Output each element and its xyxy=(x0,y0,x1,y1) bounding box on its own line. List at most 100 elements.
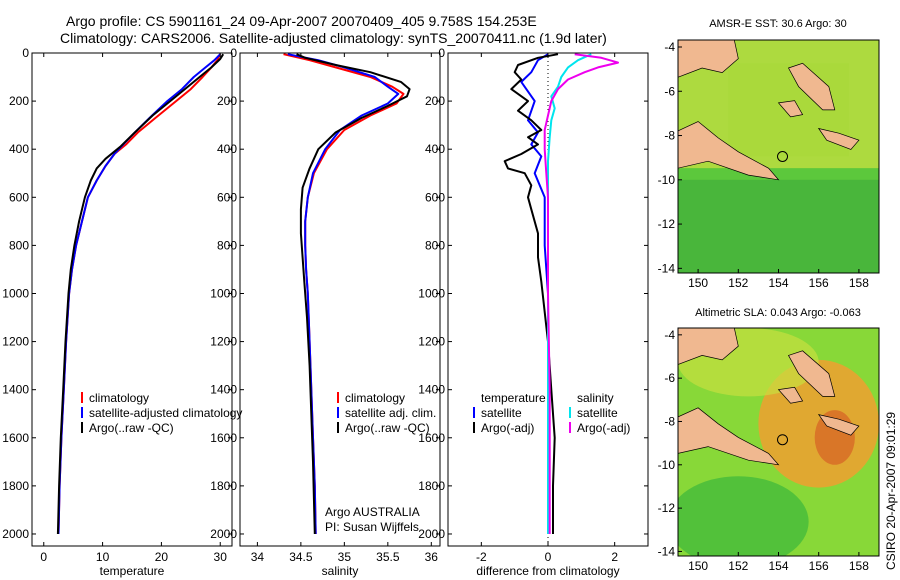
argo-float-marker xyxy=(777,151,789,162)
y-tick-label: 1000 xyxy=(418,286,445,300)
y-tick-label: 1400 xyxy=(418,383,445,397)
legend-entry: satellite xyxy=(577,406,618,420)
x-tick-label: 20 xyxy=(155,550,169,564)
y-tick-label: 0 xyxy=(438,46,445,60)
map-y-tick-label: -12 xyxy=(658,217,676,231)
y-tick-label: 600 xyxy=(217,190,237,204)
y-tick-label: 1600 xyxy=(210,431,237,445)
plot-frame xyxy=(239,52,441,547)
sst-field-cool xyxy=(678,179,879,273)
map-x-tick-label: 158 xyxy=(849,276,869,290)
x-tick-label: 35.5 xyxy=(376,550,400,564)
map-y-tick-label: -10 xyxy=(658,458,676,472)
plot-frame xyxy=(31,52,233,547)
legend-title-salinity: salinity xyxy=(577,391,614,405)
land-mass xyxy=(678,407,780,466)
annotation-institution: Argo AUSTRALIA xyxy=(325,505,420,519)
y-tick-label: 800 xyxy=(9,238,29,252)
y-tick-label: 1200 xyxy=(2,335,29,349)
series-line-salinity-argo-adj xyxy=(543,53,619,534)
map-y-tick-label: -6 xyxy=(664,371,675,385)
legend-entry: Argo(-adj) xyxy=(577,421,630,435)
series-line-climatology xyxy=(57,53,222,535)
y-tick-label: 1800 xyxy=(2,479,29,493)
map-y-tick-label: -14 xyxy=(658,261,676,275)
x-tick-label: 2 xyxy=(611,550,618,564)
y-tick-label: 1200 xyxy=(418,335,445,349)
x-tick-label: 35 xyxy=(338,550,352,564)
y-tick-label: 1400 xyxy=(2,383,29,397)
legend-entry: satellite-adjusted climatology xyxy=(89,406,242,420)
y-tick-label: 1200 xyxy=(210,335,237,349)
land-mass xyxy=(817,127,860,150)
land-mass xyxy=(678,328,739,365)
legend-entry: satellite adj. clim. xyxy=(345,406,436,420)
map-y-tick-label: -8 xyxy=(664,414,675,428)
y-tick-label: 600 xyxy=(9,190,29,204)
x-tick-label: 0 xyxy=(40,550,47,564)
y-tick-label: 800 xyxy=(425,238,445,252)
argo-float-marker xyxy=(777,434,789,446)
y-tick-label: 1000 xyxy=(210,286,237,300)
y-tick-label: 200 xyxy=(217,94,237,108)
map-x-tick-label: 150 xyxy=(688,559,708,573)
x-tick-label: 34 xyxy=(251,550,265,564)
y-tick-label: 1000 xyxy=(2,286,29,300)
map-x-tick-label: 156 xyxy=(809,276,829,290)
map-y-tick-label: -4 xyxy=(664,328,675,342)
map-x-tick-label: 152 xyxy=(728,276,748,290)
creation-stamp: CSIRO 20-Apr-2007 09:01:29 xyxy=(884,412,898,570)
map-x-tick-label: 150 xyxy=(688,276,708,290)
title-line-2: Climatology: CARS2006. Satellite-adjuste… xyxy=(60,30,607,46)
series-line-temperature-argo-adj xyxy=(503,53,559,534)
land-mass xyxy=(777,100,804,118)
x-tick-label: 30 xyxy=(214,550,228,564)
map-y-tick-label: -6 xyxy=(664,84,675,98)
x-tick-label: 10 xyxy=(96,550,110,564)
map-content xyxy=(678,40,879,273)
legend-entry: climatology xyxy=(89,391,149,405)
land-mass xyxy=(817,414,860,436)
x-axis-label: temperature xyxy=(100,564,165,578)
series-line-argo-raw-qc xyxy=(296,53,411,535)
legend-entry: Argo(..raw -QC) xyxy=(89,421,174,435)
difference-panel: 0 200 400 600 800 1000 1200 1400 1600 1800 2000 -2 0… xyxy=(418,46,649,578)
y-tick-label: 1800 xyxy=(210,479,237,493)
legend-title-temperature: temperature xyxy=(481,391,546,405)
map-x-tick-label: 154 xyxy=(768,276,788,290)
y-tick-label: 800 xyxy=(217,238,237,252)
map-y-tick-label: -8 xyxy=(664,129,675,143)
salinity-panel: 0 200 400 600 800 1000 1200 1400 1600 1800 2000 34 3… xyxy=(210,46,441,578)
y-tick-label: 2000 xyxy=(418,527,445,541)
y-tick-label: 1400 xyxy=(210,383,237,397)
legend-entry: satellite xyxy=(481,406,522,420)
y-tick-label: 600 xyxy=(425,190,445,204)
y-tick-label: 400 xyxy=(217,142,237,156)
y-tick-label: 2000 xyxy=(2,527,29,541)
land-mass xyxy=(777,386,804,404)
map-y-tick-label: -14 xyxy=(658,544,676,558)
map-x-tick-label: 152 xyxy=(728,559,748,573)
x-tick-label: 0 xyxy=(545,550,552,564)
y-tick-label: 1800 xyxy=(418,479,445,493)
sla-map-title: Altimetric SLA: 0.043 Argo: -0.063 xyxy=(695,307,861,319)
title-line-1: Argo profile: CS 5901161_24 09-Apr-2007 … xyxy=(66,13,537,29)
y-tick-label: 1600 xyxy=(2,431,29,445)
land-mass xyxy=(678,40,739,78)
legend-entry: Argo(..raw -QC) xyxy=(345,421,430,435)
map-x-tick-label: 156 xyxy=(809,559,829,573)
map-y-tick-label: -4 xyxy=(664,40,675,54)
y-tick-label: 2000 xyxy=(210,527,237,541)
map-y-tick-label: -12 xyxy=(658,501,676,515)
legend-entry: climatology xyxy=(345,391,405,405)
y-tick-label: 400 xyxy=(9,142,29,156)
annotation-pi: PI: Susan Wijffels xyxy=(325,520,419,534)
y-tick-label: 200 xyxy=(425,94,445,108)
series-line-argo-raw-qc xyxy=(56,53,225,535)
series-line-climatology xyxy=(283,53,405,535)
legend-entry: Argo(-adj) xyxy=(481,421,534,435)
x-axis-label: difference from climatology xyxy=(476,564,619,578)
